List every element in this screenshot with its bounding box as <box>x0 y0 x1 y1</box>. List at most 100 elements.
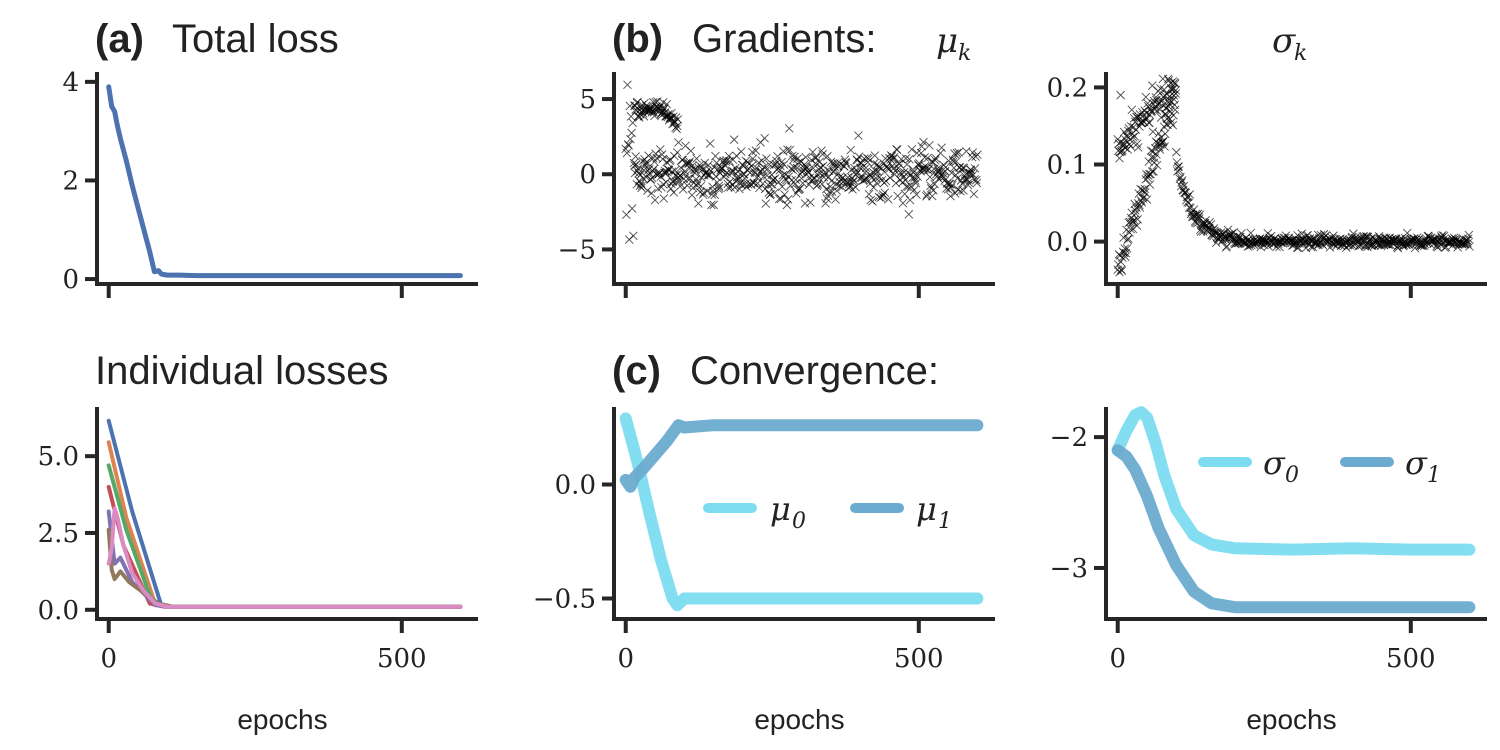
y-tick-label-b2-0: 0.0 <box>1047 228 1088 258</box>
scatter-point-b1-138 <box>665 155 675 164</box>
scatter-point-b1-25 <box>633 97 642 107</box>
scatter-point-b1-531 <box>888 154 898 164</box>
scatter-point-b1-414 <box>820 170 829 179</box>
scatter-point-b2-209 <box>1177 178 1186 187</box>
legend-label-sigma0: σ <box>1263 444 1286 482</box>
scatter-point-b1-533 <box>889 152 899 162</box>
scatter-point-b1-314 <box>761 199 771 208</box>
x-axis-label-c0: epochs <box>237 704 327 735</box>
y-tick-label-b1-2: 5 <box>579 85 596 115</box>
scatter-point-b1-290 <box>747 161 757 171</box>
scatter-point-b1-346 <box>780 190 789 199</box>
scatter-point-b1-268 <box>734 172 744 182</box>
scatter-point-b1-511 <box>876 164 886 174</box>
x-axis-label-c1: epochs <box>754 704 844 735</box>
scatter-point-b1-412 <box>818 161 828 171</box>
scatter-point-b1-424 <box>825 182 835 191</box>
series-line-c0-4 <box>106 509 463 609</box>
scatter-point-b2-204 <box>1174 162 1183 171</box>
scatter-point-b1-523 <box>884 195 893 204</box>
scatter-point-b1-82 <box>649 164 659 174</box>
legend-label-sigma1: σ <box>1405 444 1428 482</box>
panel-a-title-bold: (a) <box>95 17 144 61</box>
scatter-point-b1-667 <box>968 148 978 157</box>
scatter-point-b1-496 <box>868 197 877 206</box>
panel-b-gradients-sigma: 0.0 0.1 0.2 <box>1047 72 1487 298</box>
y-tick-label-b1-1: 0 <box>579 160 596 190</box>
x-tick-label-c2-1: 500 <box>1386 644 1436 674</box>
scatter-point-b1-9 <box>626 112 636 121</box>
scatter-point-b1-188 <box>687 190 697 200</box>
scatter-point-b2-61 <box>1130 205 1140 215</box>
scatter-point-b2-172 <box>1163 74 1173 84</box>
scatter-point-b1-367 <box>792 163 802 173</box>
scatter-point-b1-400 <box>811 153 821 162</box>
y-tick-label-c1-1: 0.0 <box>555 471 596 501</box>
scatter-point-b1-473 <box>854 152 864 162</box>
scatter-point-b1-551 <box>900 189 910 199</box>
scatter-point-b1-643 <box>954 148 963 157</box>
scatter-point-b1-593 <box>925 140 934 150</box>
scatter-point-b1-519 <box>881 176 891 186</box>
x-tick-label-c2-0: 0 <box>1109 644 1126 674</box>
scatter-point-b1-572 <box>912 148 922 158</box>
y-tick-label-a-0: 0 <box>62 265 79 295</box>
scatter-point-b1-184 <box>685 157 694 167</box>
scatter-point-b1-225 <box>709 200 718 210</box>
scatter-point-b2-36 <box>1123 126 1133 136</box>
scatter-point-b1-459 <box>846 145 856 155</box>
scatter-point-b1-80 <box>648 153 658 163</box>
scatter-point-b2-223 <box>1185 190 1195 199</box>
panel-b2-title: σ k <box>1272 21 1307 66</box>
y-tick-label-a-2: 4 <box>62 68 79 98</box>
scatter-point-b1-426 <box>827 176 836 186</box>
scatter-point-b1-355 <box>785 145 795 155</box>
legend-label-mu1-sub: 1 <box>938 509 952 534</box>
scatter-point-b1-435 <box>832 186 842 195</box>
scatter-point-b1-660 <box>964 178 973 187</box>
scatter-point-b1-315 <box>762 154 771 163</box>
scatter-point-b1-602 <box>930 179 939 189</box>
scatter-point-b2-57 <box>1129 215 1139 225</box>
legend-mu: μ 0 μ 1 <box>703 490 952 534</box>
scatter-point-b2-327 <box>1246 228 1256 238</box>
scatter-point-b1-380 <box>800 160 809 169</box>
scatter-point-b2-27 <box>1121 252 1130 262</box>
scatter-point-b2-286 <box>1222 241 1232 251</box>
scatter-point-b2-56 <box>1129 114 1139 123</box>
series-line-c0-3 <box>106 484 463 609</box>
scatter-point-b2-44 <box>1126 141 1135 151</box>
scatter-point-b2-183 <box>1166 118 1176 127</box>
y-tick-label-c2-0: −3 <box>1050 554 1088 584</box>
scatter-point-b2-406 <box>1292 243 1302 252</box>
scatter-point-b1-126 <box>662 157 672 167</box>
scatter-point-b1-659 <box>963 180 973 190</box>
scatter-point-b1-557 <box>903 182 913 191</box>
x-tick-label-c1-1: 500 <box>894 644 944 674</box>
scatter-point-b1-485 <box>861 163 871 173</box>
scatter-point-b1-360 <box>788 165 798 175</box>
scatter-point-b2-196 <box>1170 79 1180 88</box>
scatter-point-b2-37 <box>1123 234 1133 243</box>
scatter-point-b2-99 <box>1142 170 1151 179</box>
scatter-point-b1-162 <box>672 148 682 157</box>
legend-sigma: σ 0 σ 1 <box>1198 444 1441 488</box>
scatter-point-b1-179 <box>682 158 692 168</box>
scatter-point-b1-165 <box>674 138 683 147</box>
scatter-point-b1-559 <box>905 154 914 164</box>
scatter-point-b1-501 <box>871 166 880 176</box>
scatter-point-b2-161 <box>1160 142 1169 151</box>
scatter-point-b2-222 <box>1184 203 1194 212</box>
scatter-point-b1-673 <box>971 175 981 185</box>
panel-a-title: (a) Total loss <box>95 17 339 61</box>
scatter-point-b1-555 <box>902 160 912 169</box>
scatter-point-b1-570 <box>911 178 921 188</box>
scatter-point-b1-342 <box>777 182 787 191</box>
scatter-point-b2-69 <box>1133 215 1142 224</box>
panel-c0-title: Individual losses <box>95 349 389 393</box>
scatter-point-b1-216 <box>704 160 713 170</box>
scatter-point-b2-133 <box>1152 150 1161 159</box>
scatter-point-b1-410 <box>817 179 827 189</box>
scatter-point-b1-637 <box>950 189 960 198</box>
scatter-point-b1-628 <box>945 179 955 189</box>
